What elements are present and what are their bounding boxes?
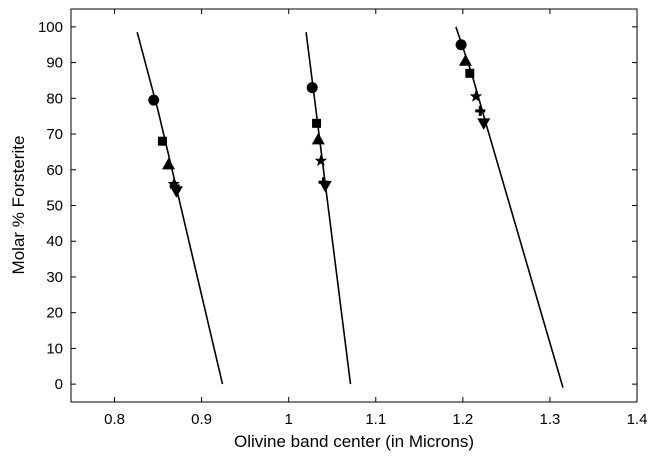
marker-plus (475, 105, 486, 116)
x-tick-label: 0.8 (104, 411, 125, 428)
y-tick-label: 20 (46, 305, 63, 322)
fit-line (136, 31, 224, 385)
y-tick-label: 90 (46, 55, 63, 72)
marker-circle (148, 94, 160, 106)
x-tick-label: 1 (285, 411, 293, 428)
y-tick-label: 70 (46, 126, 63, 143)
y-tick-label: 30 (46, 269, 63, 286)
marker-star (469, 90, 483, 102)
y-tick-label: 0 (55, 376, 63, 393)
marker-star (314, 154, 328, 167)
marker-circle (306, 82, 318, 94)
fit-lines (136, 26, 564, 388)
marker-square (312, 118, 322, 128)
marker-triangle-down (477, 118, 491, 130)
y-axis-ticks: 0 10 20 30 40 50 60 70 80 90 100 (38, 19, 637, 393)
data-markers (148, 39, 491, 198)
marker-circle (455, 39, 467, 51)
y-tick-label: 10 (46, 340, 63, 357)
marker-triangle-down (318, 180, 332, 193)
marker-triangle-up (162, 157, 176, 170)
x-tick-label: 1.3 (539, 411, 560, 428)
y-tick-label: 60 (46, 162, 63, 179)
marker-triangle-up (311, 132, 325, 145)
y-axis-title: Molar % Forsterite (9, 136, 28, 275)
x-tick-label: 1.4 (627, 411, 648, 428)
plot-frame (70, 8, 638, 403)
y-tick-label: 100 (38, 19, 63, 36)
y-tick-label: 40 (46, 233, 63, 250)
fit-line (455, 26, 564, 388)
x-axis-title: Olivine band center (in Microns) (234, 432, 474, 451)
marker-square (157, 136, 167, 146)
y-tick-label: 50 (46, 198, 63, 215)
x-axis-ticks: 0.8 0.9 1 1.1 1.2 1.3 1.4 (104, 9, 647, 428)
fit-line (305, 32, 352, 385)
x-tick-label: 0.9 (191, 411, 212, 428)
x-tick-label: 1.2 (452, 411, 473, 428)
marker-triangle-down (169, 186, 183, 198)
marker-square (465, 68, 475, 78)
y-tick-label: 80 (46, 90, 63, 107)
x-tick-label: 1.1 (365, 411, 386, 428)
marker-triangle-up (458, 54, 472, 66)
